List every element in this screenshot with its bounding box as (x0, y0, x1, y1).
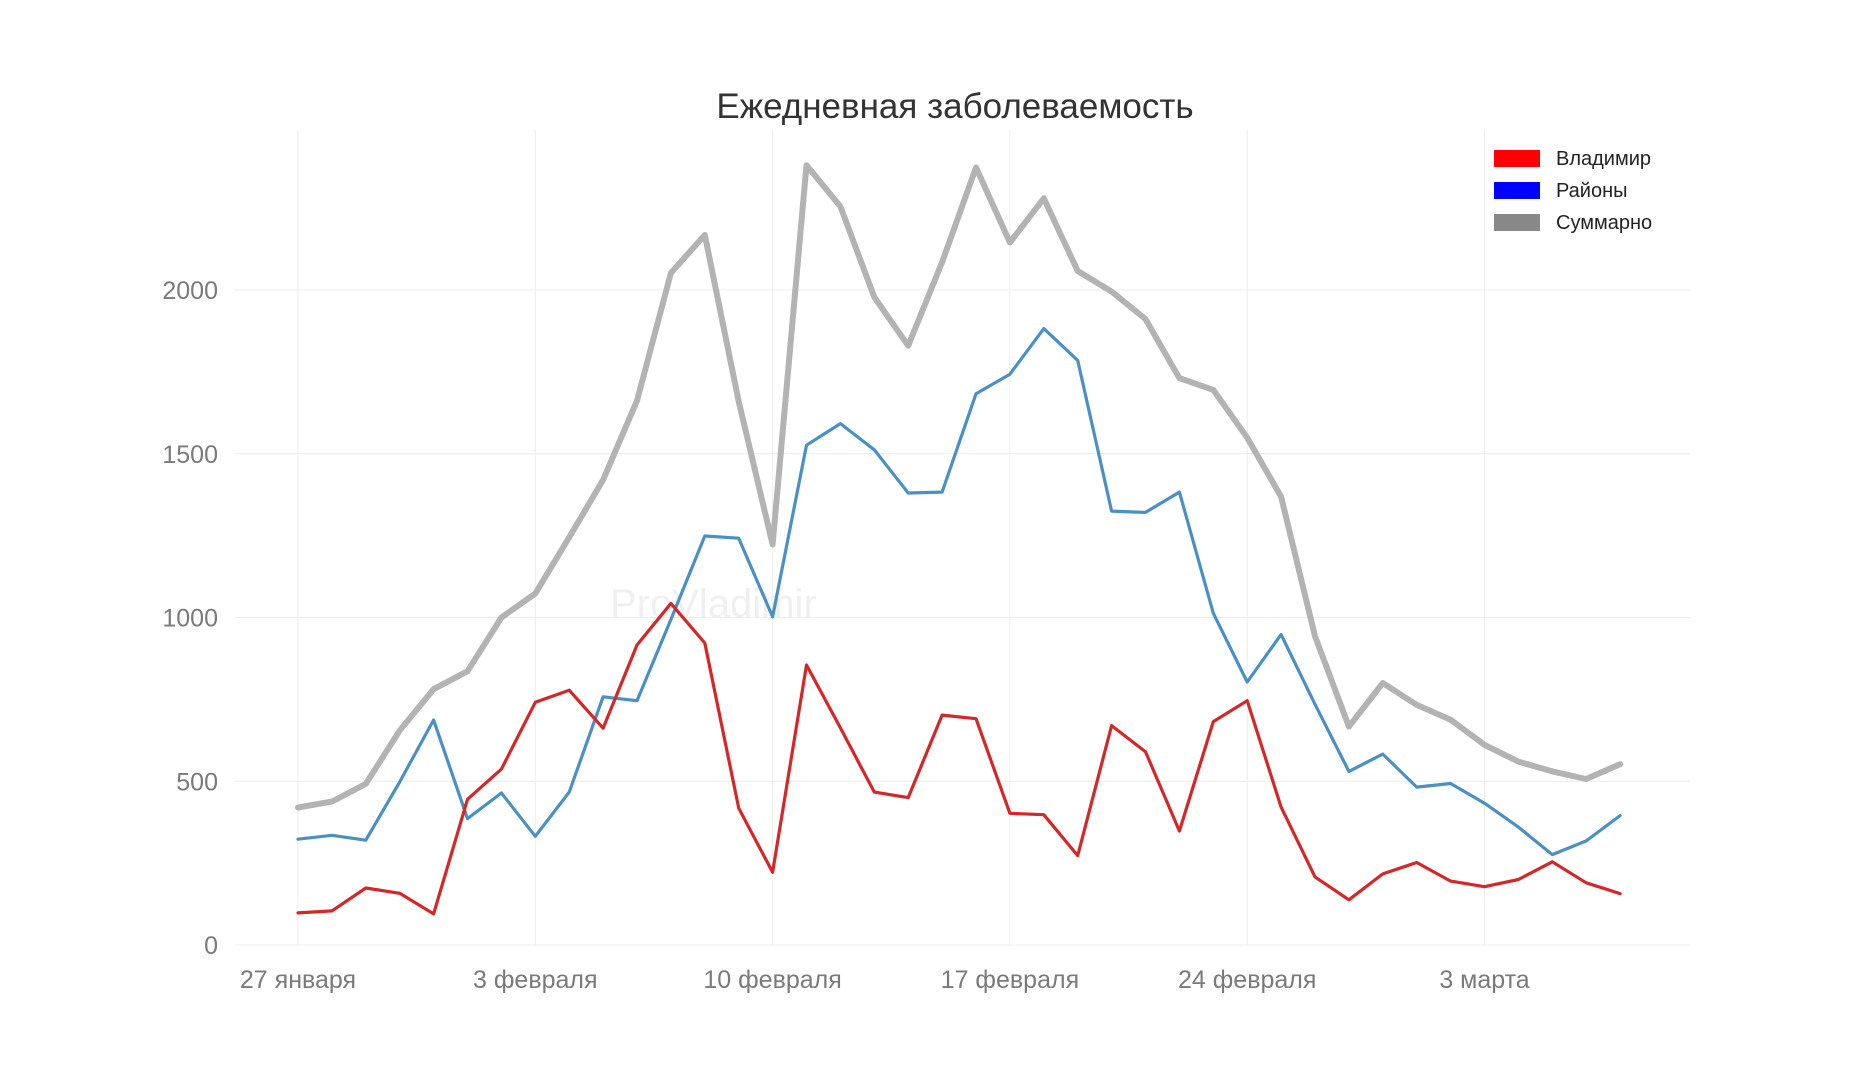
x-axis-ticks: 27 января 3 февраля 10 февраля 17 февраля 24… (240, 966, 1530, 994)
x-tick-label: 10 февраля (703, 966, 841, 994)
legend-item-summarno-swatch (1494, 214, 1540, 231)
x-tick-label: 3 февраля (473, 966, 598, 994)
chart-title: Ежедневная заболеваемость (716, 87, 1193, 126)
legend-item-vladimir-label: Владимир (1556, 148, 1651, 170)
y-axis-ticks: 0 500 1000 1500 2000 (162, 277, 218, 960)
y-tick-label: 500 (176, 768, 218, 796)
y-tick-label: 0 (204, 932, 218, 960)
legend-item-rayony-label: Районы (1556, 180, 1628, 202)
legend-item-rayony-swatch (1494, 182, 1540, 199)
legend-item-summarno-label: Суммарно (1556, 212, 1652, 234)
grid (235, 130, 1690, 946)
legend-item-vladimir-swatch (1494, 150, 1540, 167)
series-line-summarno (295, 162, 1624, 811)
x-tick-label: 3 марта (1439, 966, 1529, 994)
series-lines (295, 162, 1624, 916)
x-tick-label: 24 февраля (1178, 966, 1316, 994)
y-tick-label: 2000 (162, 277, 218, 305)
watermark: ProVladimir (610, 582, 817, 626)
y-tick-label: 1500 (162, 441, 218, 469)
series-line-rayony (296, 327, 1622, 857)
series-line-vladimir (296, 601, 1622, 916)
y-tick-label: 1000 (162, 605, 218, 633)
x-tick-label: 17 февраля (941, 966, 1079, 994)
legend: Владимир Районы Суммарно (1494, 148, 1652, 234)
x-tick-label: 27 января (240, 966, 356, 994)
